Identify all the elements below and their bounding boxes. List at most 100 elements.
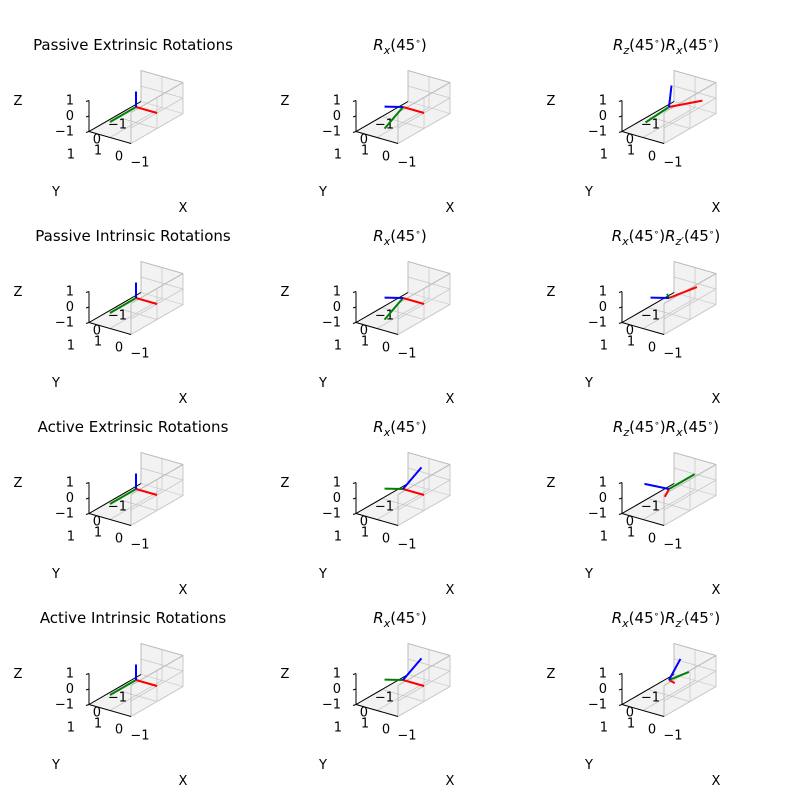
frame-x-axis <box>135 106 158 114</box>
x-tick-label: −1 <box>663 156 682 171</box>
y-tick-label: 1 <box>67 148 75 163</box>
x-tick-label: −1 <box>663 347 682 362</box>
z-tick-mark <box>618 131 623 133</box>
z-tick-label: −1 <box>322 698 341 713</box>
y-tick-label: 0 <box>626 133 634 148</box>
frame-x-axis <box>135 297 158 305</box>
x-tick-label: −1 <box>663 729 682 744</box>
y-axis-label: Y <box>584 758 593 773</box>
z-axis-label: Z <box>547 476 556 491</box>
x-tick-label: −1 <box>397 729 416 744</box>
y-axis-label: Y <box>51 758 60 773</box>
y-axis-label: Y <box>318 567 327 582</box>
z-tick-label: 1 <box>333 667 341 682</box>
frame-x-axis <box>664 488 670 498</box>
y-axis-label: Y <box>318 758 327 773</box>
pane-edge <box>140 70 184 83</box>
pane-edge <box>407 452 451 465</box>
x-tick-label: 1 <box>94 335 102 350</box>
z-tick-label: 0 <box>333 109 341 124</box>
grid-line <box>663 495 717 526</box>
z-tick-label: −1 <box>588 698 607 713</box>
y-tick-label: 1 <box>600 530 608 545</box>
grid-line <box>673 85 717 99</box>
y-tick-label: 0 <box>93 133 101 148</box>
x-axis-line <box>88 513 132 526</box>
frame-z-axis <box>668 658 682 681</box>
z-tick-mark <box>618 100 623 102</box>
z-tick-mark <box>352 306 357 309</box>
z-tick-mark <box>618 322 623 324</box>
pane-edge <box>140 261 184 274</box>
x-tick-label: 1 <box>627 144 635 159</box>
x-tick-label: 1 <box>361 144 369 159</box>
x-tick-label: 1 <box>627 717 635 732</box>
x-axis-line <box>88 704 132 717</box>
z-tick-label: 0 <box>333 300 341 315</box>
z-axis-label: Z <box>281 94 290 109</box>
frame-y-axis <box>383 106 404 130</box>
z-tick-mark <box>85 497 90 500</box>
z-tick-label: −1 <box>322 507 341 522</box>
x-axis-label: X <box>446 583 455 598</box>
pane-edge <box>140 452 184 465</box>
z-tick-label: 0 <box>66 300 74 315</box>
frame-x-axis <box>402 106 425 114</box>
x-axis-label: X <box>446 392 455 407</box>
z-tick-mark <box>618 291 623 293</box>
x-axis-label: X <box>446 774 455 789</box>
z-tick-mark <box>618 497 623 500</box>
x-axis-label: X <box>179 201 188 216</box>
grid-line <box>663 304 717 335</box>
y-tick-label: 1 <box>67 721 75 736</box>
y-axis-label: Y <box>51 567 60 582</box>
grid-line <box>114 116 158 129</box>
panel-title: Active Intrinsic Rotations <box>40 609 227 627</box>
y-tick-label: 1 <box>334 339 342 354</box>
x-tick-label: 1 <box>361 335 369 350</box>
z-axis-label: Z <box>281 667 290 682</box>
x-tick-label: −1 <box>130 347 149 362</box>
z-tick-mark <box>618 673 623 675</box>
x-axis-label: X <box>179 392 188 407</box>
frame-x-axis <box>135 679 158 687</box>
x-axis-line <box>88 131 132 144</box>
panel-title: Rx​(45∘​)Rz′​(45∘​) <box>612 227 721 248</box>
grid-line <box>663 288 717 320</box>
z-tick-label: 1 <box>599 94 607 109</box>
y-tick-label: 0 <box>360 133 368 148</box>
y-tick-label: 0 <box>93 515 101 530</box>
x-tick-label: −1 <box>130 538 149 553</box>
z-tick-mark <box>352 291 357 293</box>
y-axis-label: Y <box>51 376 60 391</box>
x-tick-label: 1 <box>94 144 102 159</box>
frame-z-axis <box>644 482 670 490</box>
z-tick-mark <box>85 115 90 118</box>
z-tick-label: −1 <box>55 507 74 522</box>
grid-line <box>381 689 425 702</box>
pane-edge <box>407 643 451 656</box>
z-tick-label: 1 <box>333 476 341 491</box>
y-axis-label: Y <box>584 185 593 200</box>
grid-line <box>663 686 717 717</box>
grid-line <box>397 686 451 717</box>
z-axis-label: Z <box>547 285 556 300</box>
z-tick-mark <box>352 482 357 484</box>
panel-title: Rz​(45∘​)Rx​(45∘​) <box>613 36 719 57</box>
z-tick-mark <box>352 513 357 515</box>
z-axis-label: Z <box>14 285 23 300</box>
y-tick-label: −1 <box>108 118 127 133</box>
x-axis-line <box>355 513 399 526</box>
frame-y-axis <box>668 473 696 490</box>
grid-line <box>673 658 717 672</box>
z-tick-mark <box>618 513 623 515</box>
z-tick-label: −1 <box>55 316 74 331</box>
panel-title: Rx​(45∘​) <box>373 36 426 57</box>
pane-edge <box>663 464 717 495</box>
frame-x-axis <box>135 488 158 496</box>
y-tick-label: 0 <box>93 706 101 721</box>
